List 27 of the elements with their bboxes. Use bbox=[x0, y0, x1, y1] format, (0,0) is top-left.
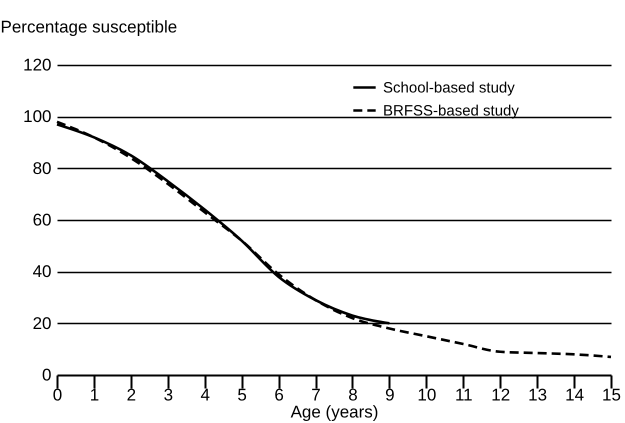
x-tick-label: 3 bbox=[164, 386, 174, 404]
x-tick-label: 6 bbox=[274, 386, 284, 404]
x-tick-label: 14 bbox=[565, 386, 584, 404]
x-tick-label: 9 bbox=[385, 386, 395, 404]
y-tick-label: 60 bbox=[32, 210, 52, 230]
y-axis-title: Percentage susceptible bbox=[0, 18, 178, 36]
x-tick-label: 8 bbox=[348, 386, 358, 404]
legend-label: School-based study bbox=[383, 80, 516, 96]
y-tick-label: 80 bbox=[32, 158, 52, 178]
x-tick-label: 13 bbox=[528, 386, 548, 404]
x-tick-label: 11 bbox=[454, 386, 473, 404]
x-tick-label: 12 bbox=[491, 386, 510, 404]
x-tick-label: 15 bbox=[602, 386, 621, 404]
x-tick-label: 2 bbox=[126, 386, 136, 404]
x-tick-label: 1 bbox=[90, 386, 100, 404]
x-axis-title: Age (years) bbox=[290, 402, 378, 422]
x-tick-label: 4 bbox=[200, 386, 210, 404]
line-series bbox=[56, 120, 612, 358]
x-tick-label: 7 bbox=[311, 386, 321, 404]
y-tick-label: 40 bbox=[32, 262, 52, 282]
x-tick-label: 10 bbox=[417, 386, 436, 404]
legend-label: BRFSS-based study bbox=[383, 102, 520, 120]
y-tick-label: 0 bbox=[42, 366, 52, 384]
y-tick-label: 20 bbox=[32, 314, 52, 333]
x-tick-label: 5 bbox=[237, 386, 247, 404]
y-tick-label: 120 bbox=[23, 56, 52, 74]
y-tick-label: 100 bbox=[23, 107, 52, 126]
